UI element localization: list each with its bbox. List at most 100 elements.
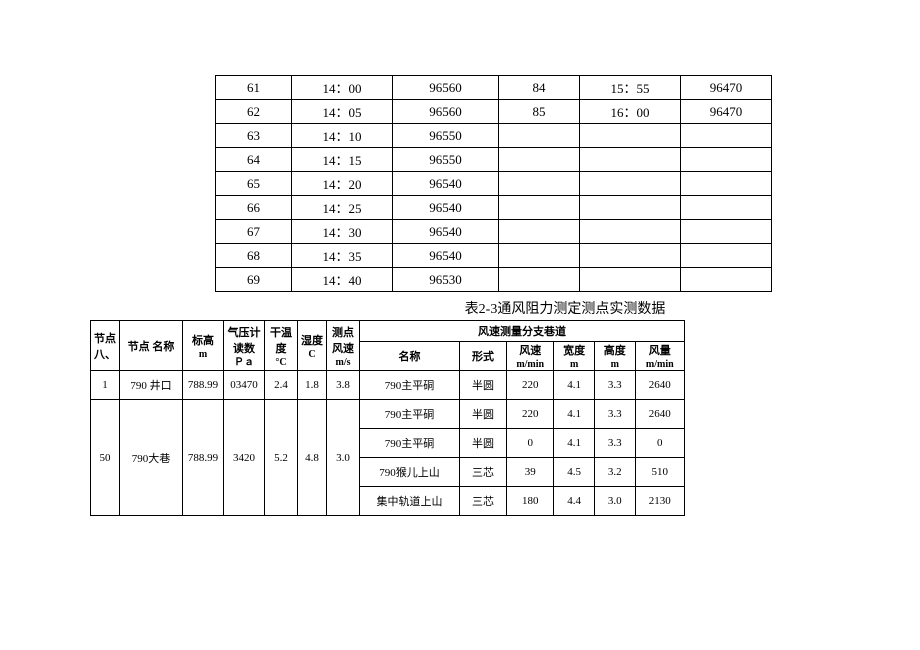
cell: 14：25 xyxy=(292,196,393,220)
cell xyxy=(580,124,681,148)
cell: 220 xyxy=(507,371,554,400)
cell: 96530 xyxy=(393,268,499,292)
cell xyxy=(681,148,772,172)
cell: 65 xyxy=(216,172,292,196)
cell: 96560 xyxy=(393,76,499,100)
cell: 96550 xyxy=(393,148,499,172)
cell: 39 xyxy=(507,458,554,487)
col-pressure: 气压计读数Ｐａ xyxy=(224,321,265,371)
cell: 3.3 xyxy=(594,400,635,429)
cell: 0 xyxy=(635,429,684,458)
col-elevation: 标高m xyxy=(183,321,224,371)
table-row: 6414：1596550 xyxy=(216,148,772,172)
cell: 50 xyxy=(91,400,120,516)
cell: 64 xyxy=(216,148,292,172)
col-branch-width: 宽度m xyxy=(554,342,595,371)
cell: 2640 xyxy=(635,371,684,400)
cell: 03470 xyxy=(224,371,265,400)
cell: 96470 xyxy=(681,100,772,124)
cell: 67 xyxy=(216,220,292,244)
cell: 14：40 xyxy=(292,268,393,292)
cell: 2.4 xyxy=(265,371,298,400)
cell: 14：20 xyxy=(292,172,393,196)
cell: 1.8 xyxy=(298,371,327,400)
cell: 16：00 xyxy=(580,100,681,124)
table-row: 6914：4096530 xyxy=(216,268,772,292)
cell xyxy=(499,148,580,172)
cell: 68 xyxy=(216,244,292,268)
cell: 790主平硐 xyxy=(360,400,460,429)
cell: 63 xyxy=(216,124,292,148)
cell: 14：05 xyxy=(292,100,393,124)
cell: 788.99 xyxy=(183,371,224,400)
col-branch-height: 高度m xyxy=(594,342,635,371)
col-node: 节点八、 xyxy=(91,321,120,371)
cell xyxy=(580,268,681,292)
header-row-1: 节点八、 节点 名称 标高m 气压计读数Ｐａ 干温度°C 湿度C 测点风速m/s… xyxy=(91,321,685,342)
cell xyxy=(681,196,772,220)
table-row: 6214：05965608516：0096470 xyxy=(216,100,772,124)
cell: 3420 xyxy=(224,400,265,516)
cell xyxy=(580,244,681,268)
cell: 集中轨道上山 xyxy=(360,487,460,516)
cell: 790猴儿上山 xyxy=(360,458,460,487)
cell: 5.2 xyxy=(265,400,298,516)
cell xyxy=(580,196,681,220)
cell: 180 xyxy=(507,487,554,516)
cell: 1 xyxy=(91,371,120,400)
table-row: 6614：2596540 xyxy=(216,196,772,220)
cell: 14：30 xyxy=(292,220,393,244)
cell: 3.0 xyxy=(327,400,360,516)
col-branch-group: 风速测量分支巷道 xyxy=(360,321,685,342)
cell: 96540 xyxy=(393,172,499,196)
cell: 96560 xyxy=(393,100,499,124)
table-row: 6814：3596540 xyxy=(216,244,772,268)
cell xyxy=(681,172,772,196)
cell: 96540 xyxy=(393,244,499,268)
cell: 66 xyxy=(216,196,292,220)
cell: 220 xyxy=(507,400,554,429)
cell: 510 xyxy=(635,458,684,487)
cell: 4.5 xyxy=(554,458,595,487)
cell: 96550 xyxy=(393,124,499,148)
cell: 2130 xyxy=(635,487,684,516)
table-row: 6714：3096540 xyxy=(216,220,772,244)
cell: 790大巷 xyxy=(120,400,183,516)
cell: 84 xyxy=(499,76,580,100)
col-branch-speed: 风速m/min xyxy=(507,342,554,371)
cell: 14：35 xyxy=(292,244,393,268)
cell: 3.0 xyxy=(594,487,635,516)
cell xyxy=(499,220,580,244)
cell: 790主平硐 xyxy=(360,371,460,400)
cell: 96540 xyxy=(393,220,499,244)
cell: 62 xyxy=(216,100,292,124)
cell: 4.8 xyxy=(298,400,327,516)
cell xyxy=(499,268,580,292)
col-humidity: 湿度C xyxy=(298,321,327,371)
cell: 96470 xyxy=(681,76,772,100)
cell: 61 xyxy=(216,76,292,100)
cell xyxy=(499,124,580,148)
cell: 3.8 xyxy=(327,371,360,400)
cell: 3.2 xyxy=(594,458,635,487)
cell xyxy=(499,244,580,268)
cell: 2640 xyxy=(635,400,684,429)
cell xyxy=(580,148,681,172)
cell: 14：15 xyxy=(292,148,393,172)
cell: 790 井口 xyxy=(120,371,183,400)
table-row: 6314：1096550 xyxy=(216,124,772,148)
cell xyxy=(681,268,772,292)
cell: 788.99 xyxy=(183,400,224,516)
cell: 半圆 xyxy=(459,429,506,458)
cell: 三芯 xyxy=(459,458,506,487)
cell: 半圆 xyxy=(459,400,506,429)
col-branch-flow: 风量m/min xyxy=(635,342,684,371)
col-branch-name: 名称 xyxy=(360,342,460,371)
cell xyxy=(580,220,681,244)
cell: 69 xyxy=(216,268,292,292)
cell: 790主平硐 xyxy=(360,429,460,458)
cell: 14：10 xyxy=(292,124,393,148)
cell: 3.3 xyxy=(594,371,635,400)
table-ventilation-data: 节点八、 节点 名称 标高m 气压计读数Ｐａ 干温度°C 湿度C 测点风速m/s… xyxy=(90,320,685,516)
cell xyxy=(580,172,681,196)
